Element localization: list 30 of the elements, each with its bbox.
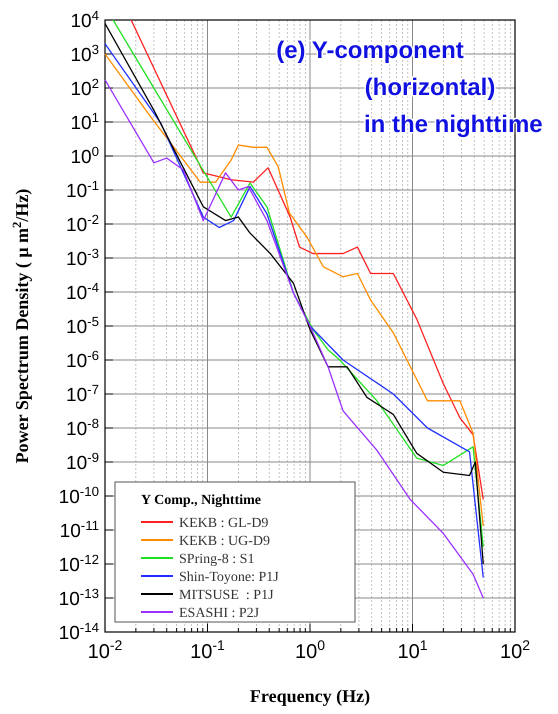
x-tick-label: 10$^{2}$ xyxy=(500,637,530,663)
y-tick-label: 10$^{-13}$ xyxy=(58,586,99,610)
y-tick-label: 10$^{-6}$ xyxy=(66,348,99,372)
x-tick-label: 10$^{0}$ xyxy=(294,637,326,663)
y-tick-label: 10$^{-4}$ xyxy=(66,280,99,304)
y-tick-label: 10$^{-3}$ xyxy=(66,246,99,270)
x-tick-label: 10$^{-1}$ xyxy=(190,637,226,663)
y-tick-label: 10$^{-1}$ xyxy=(66,178,99,202)
y-tick-label: 10$^{4}$ xyxy=(70,8,99,32)
y-tick-label: 10$^{-2}$ xyxy=(66,212,99,236)
y-tick-label: 10$^{-11}$ xyxy=(60,518,99,542)
y-tick-label: 10$^{2}$ xyxy=(70,76,99,100)
legend-label: Shin-Toyone: P1J xyxy=(179,570,280,585)
y-tick-label: 10$^{3}$ xyxy=(70,42,99,66)
x-axis-title: Frequency (Hz) xyxy=(250,686,370,706)
y-tick-label: 10$^{-7}$ xyxy=(66,382,99,406)
y-tick-label: 10$^{-10}$ xyxy=(58,484,99,508)
legend-label: SPring-8 : S1 xyxy=(179,552,254,567)
y-tick-label: 10$^{-12}$ xyxy=(58,552,99,576)
x-tick-label: 10$^{1}$ xyxy=(397,637,428,663)
y-tick-label: 10$^{1}$ xyxy=(70,110,99,134)
legend-label: MITSUSE : P1J xyxy=(179,588,274,603)
y-tick-label: 10$^{-5}$ xyxy=(66,314,99,338)
legend-label: KEKB : GL-D9 xyxy=(179,516,268,531)
legend-label: KEKB : UG-D9 xyxy=(179,534,270,549)
y-tick-label: 10$^{0}$ xyxy=(70,144,99,168)
y-tick-label: 10$^{-8}$ xyxy=(66,416,99,440)
legend-label: ESASHI : P2J xyxy=(179,606,260,621)
y-tick-label: 10$^{-9}$ xyxy=(66,450,99,474)
legend-title: Y Comp., Nighttime xyxy=(141,493,262,508)
